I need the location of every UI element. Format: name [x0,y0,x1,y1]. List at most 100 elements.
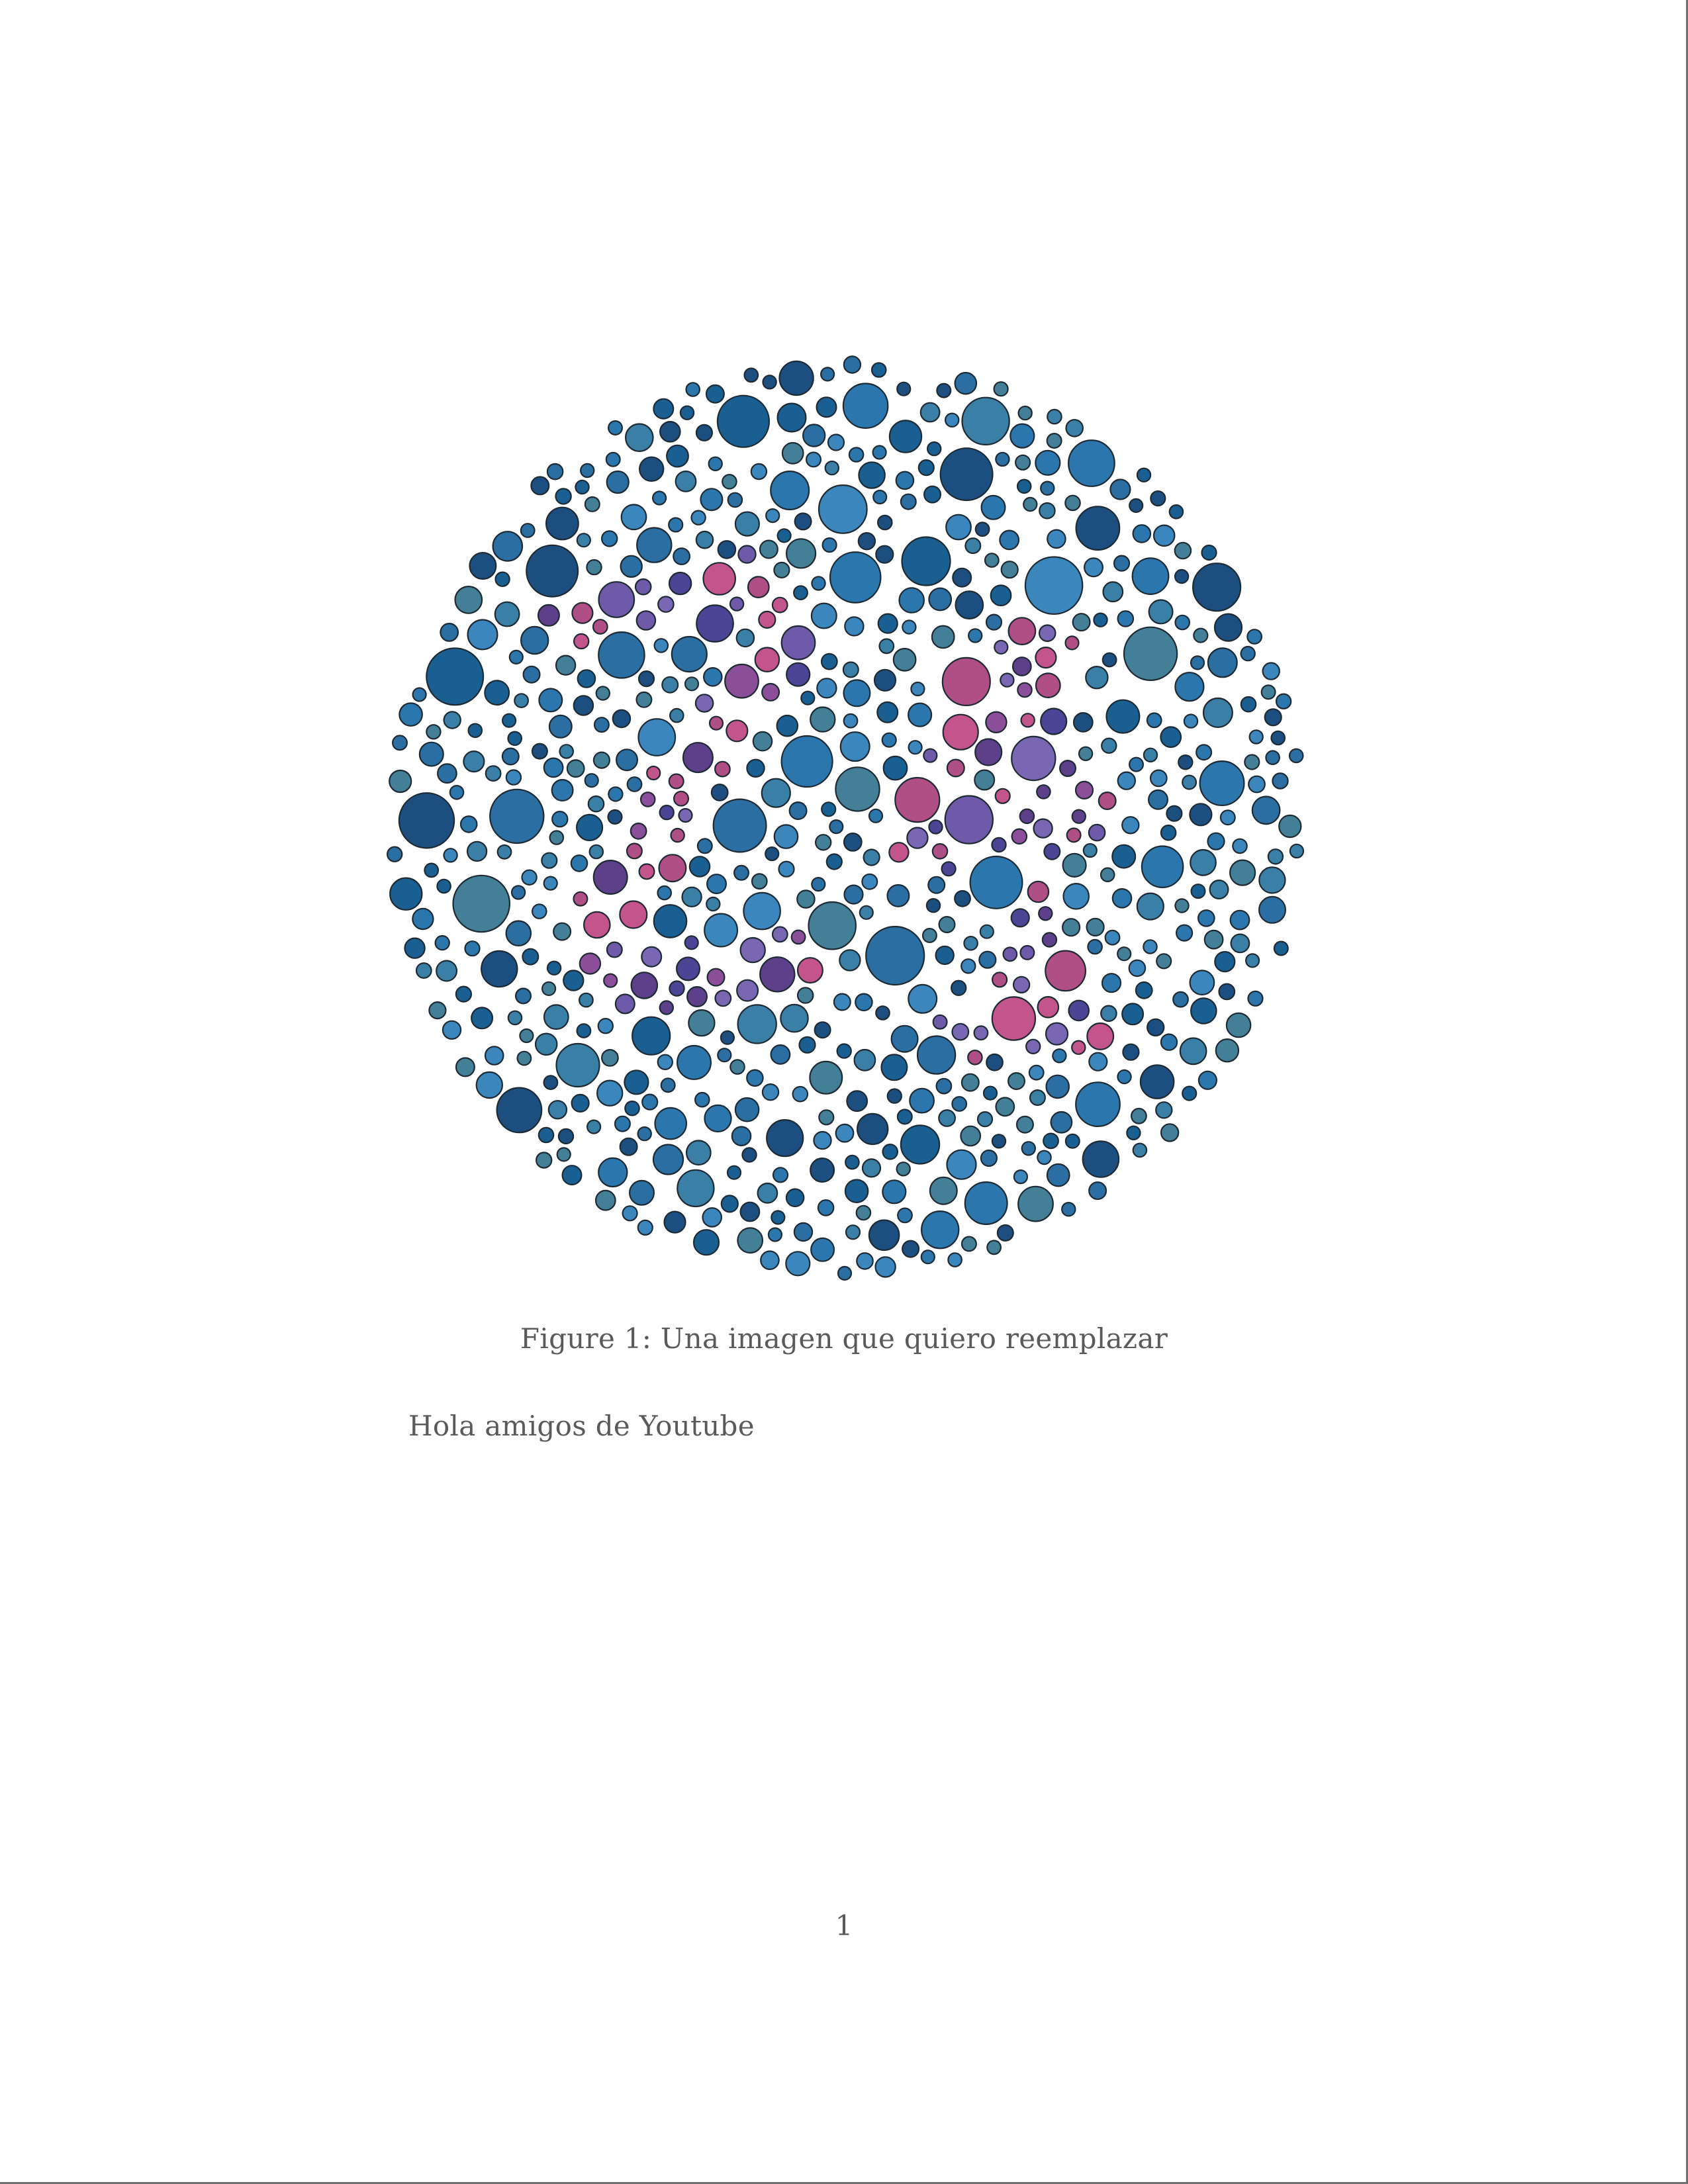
plate-dot [898,587,925,614]
plate-dot [522,948,539,966]
plate-dot [793,585,808,601]
plate-dot [890,1024,919,1053]
plate-dot [1247,990,1264,1007]
plate-dot [688,1009,716,1037]
plate-dot [690,510,706,525]
plate-dot [545,506,579,541]
plate-dot [624,423,654,453]
plate-dot [1071,1040,1086,1055]
plate-dot [652,490,667,506]
plate-dot [923,485,941,504]
plate-dot [896,1109,913,1125]
plate-dot [734,1097,760,1122]
plate-dot [938,1109,956,1127]
plate-dot [464,940,481,957]
plate-dot [727,492,743,508]
plate-dot [844,616,865,637]
plate-dot [1111,844,1137,869]
plate-dot [507,731,522,747]
plate-dot [496,844,512,860]
plate-dot [1219,809,1236,826]
plate-dot [876,701,899,723]
plate-dot [882,755,908,781]
plate-dot [668,517,684,533]
plate-dot [1117,1069,1132,1085]
plate-dot [941,861,957,877]
plate-dot [561,1165,583,1186]
plate-dot [708,715,724,731]
plate-dot [1175,924,1194,942]
plate-dot [641,1093,659,1111]
plate-dot [608,786,624,802]
plate-dot [597,1017,614,1034]
plate-dot [576,813,604,842]
plate-dot [526,544,579,598]
plate-dot [882,1144,898,1160]
plate-dot [641,946,663,968]
plate-dot [1248,729,1264,745]
plate-dot [587,795,605,813]
plate-dot [682,742,714,774]
plate-dot [735,628,755,648]
plate-dot [1017,682,1033,698]
plate-dot [991,1134,1007,1149]
plate-dot [702,666,723,687]
plate-dot [743,367,759,383]
plate-dot [1174,569,1190,584]
plate-dot [584,496,600,512]
plate-dot [1244,953,1260,968]
plate-dot [778,360,814,396]
plate-dot [868,1219,900,1251]
plate-dot [1043,1132,1059,1150]
plate-dot [720,1195,739,1213]
plate-dot [657,1054,673,1071]
plate-dot [811,876,826,892]
plate-dot [1017,1185,1054,1222]
plate-dot [861,873,878,890]
plate-dot [501,747,520,766]
plate-dot [702,1207,722,1228]
plate-dot [702,562,737,596]
plate-dot [853,1048,876,1071]
plate-dot [802,424,826,447]
plate-dot [639,456,665,482]
plate-dot [415,962,432,979]
plate-dot [1062,852,1087,878]
plate-dot [982,1085,998,1101]
plate-dot [720,1030,735,1045]
plate-dot [928,819,943,835]
plate-dot [543,757,564,778]
plate-dot [1207,647,1238,678]
plate-dot [993,381,1009,397]
plate-dot [726,1165,742,1180]
plate-dot [1087,938,1103,955]
plate-dot [1086,1022,1115,1050]
plate-dot [737,1227,764,1254]
plate-dot [1082,842,1098,858]
plate-dot [780,735,833,788]
plate-dot [1168,504,1184,520]
plate-dot [714,989,732,1007]
plate-dot [1272,772,1289,790]
figure-caption: Figure 1: Una imagen que quiero reemplaz… [520,1322,1168,1355]
plate-dot [663,1210,686,1234]
plate-dot [762,375,777,390]
plate-dot [994,788,1011,804]
plate-dot [1058,759,1076,777]
plate-dot [932,1014,948,1030]
plate-dot [389,769,412,794]
plate-dot [974,738,1003,766]
plate-dot [1008,617,1037,646]
plate-dot [810,602,837,629]
plate-dot [1122,1043,1140,1061]
plate-dot [576,533,591,548]
plate-dot [1009,423,1035,449]
plate-dot [1021,1141,1037,1156]
plate-dot [616,749,639,772]
plate-dot [443,711,461,729]
plate-dot [1246,629,1262,645]
plate-dot [964,537,982,555]
plate-dot [1036,784,1051,799]
plate-dot [1155,1101,1173,1119]
plate-dot [1117,610,1135,627]
